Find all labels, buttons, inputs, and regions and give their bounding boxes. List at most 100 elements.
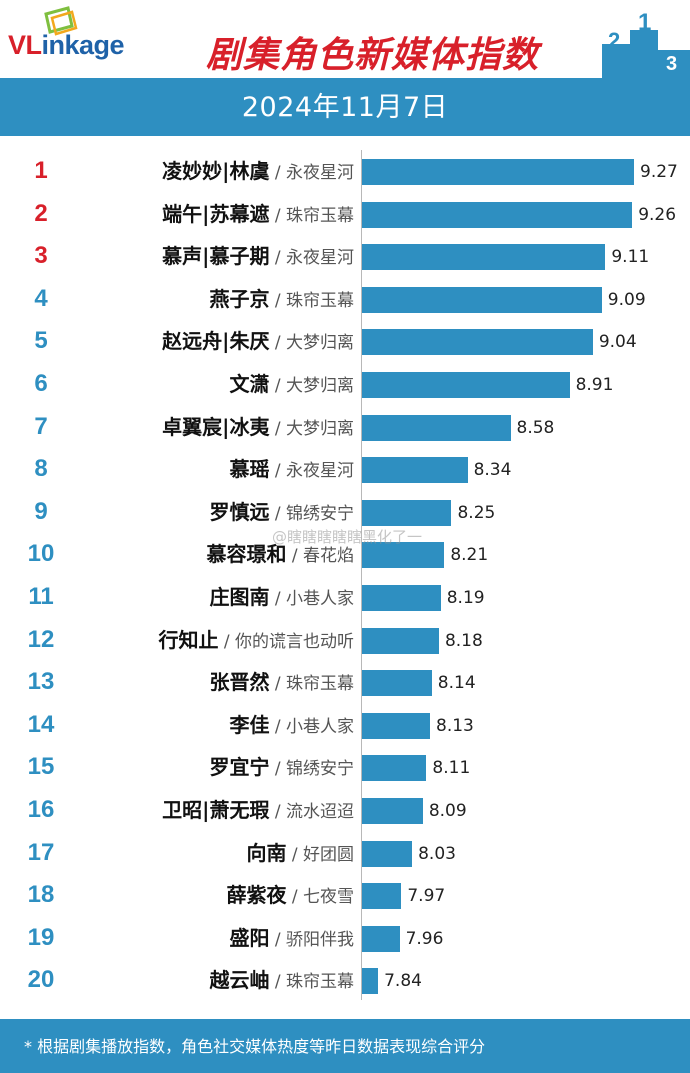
- value-label: 8.25: [457, 502, 496, 523]
- role-name: 慕容璟和: [206, 542, 287, 567]
- category-label: 文潇 / 大梦归离: [229, 363, 354, 407]
- header: VLinkage 剧集角色新媒体指数 2 1 3: [0, 0, 690, 78]
- drama-name: 小巷人家: [286, 716, 354, 737]
- drama-name: 大梦归离: [286, 333, 354, 354]
- label-separator: /: [269, 418, 286, 439]
- date-label: 2024年11月7日: [241, 92, 449, 123]
- label-separator: /: [269, 503, 286, 524]
- value-label: 9.26: [638, 204, 677, 225]
- chart-row: 1 凌妙妙|林虞 / 永夜星河 9.27: [0, 150, 690, 192]
- role-name: 越云岫: [209, 968, 270, 993]
- chart-row: 2 端午|苏幕遮 / 珠帘玉幕 9.26: [0, 193, 690, 235]
- category-label: 行知止 / 你的谎言也动听: [158, 619, 354, 663]
- role-name: 罗宜宁: [209, 755, 270, 780]
- rank-number: 4: [34, 284, 48, 312]
- rank-number: 13: [27, 668, 55, 696]
- label-separator: /: [269, 205, 286, 226]
- label-separator: /: [269, 589, 286, 609]
- bar: [362, 627, 439, 654]
- label-separator: /: [269, 674, 286, 695]
- role-name: 庄图南: [209, 585, 270, 609]
- bar: [362, 798, 423, 824]
- value-label: 8.34: [473, 460, 512, 481]
- category-label: 罗慎远 / 锦绣安宁: [209, 491, 354, 535]
- bar: [362, 414, 511, 441]
- podium-number-2: 2: [608, 28, 620, 53]
- value-label: 8.91: [575, 375, 614, 395]
- rank-number: 11: [28, 583, 54, 610]
- label-separator: /: [269, 163, 286, 183]
- category-label: 罗宜宁 / 锦绣安宁: [209, 746, 354, 790]
- bar: [362, 840, 413, 867]
- drama-name: 珠帘玉幕: [286, 972, 354, 993]
- rank-number: 12: [27, 625, 55, 653]
- rank-number: 5: [34, 327, 48, 355]
- drama-name: 锦绣安宁: [286, 503, 354, 524]
- category-label: 端午|苏幕遮 / 珠帘玉幕: [162, 193, 354, 237]
- role-name: 盛阳: [229, 925, 270, 950]
- bar: [362, 585, 441, 611]
- label-separator: /: [269, 929, 286, 950]
- value-label: 9.27: [640, 162, 678, 182]
- value-label: 8.13: [436, 715, 474, 736]
- chart-row: 17 向南 / 好团圆 8.03: [0, 832, 690, 874]
- category-label: 张晋然 / 珠帘玉幕: [209, 661, 354, 705]
- role-name: 慕瑶: [229, 457, 270, 482]
- category-label: 向南 / 好团圆: [246, 832, 354, 876]
- category-label: 薛紫夜 / 七夜雪: [226, 874, 354, 918]
- role-name: 凌妙妙|林虞: [162, 159, 270, 183]
- value-label: 8.19: [446, 588, 485, 608]
- value-label: 9.09: [607, 289, 646, 310]
- chart-row: 12 行知止 / 你的谎言也动听 8.18: [0, 619, 690, 661]
- chart-row: 15 罗宜宁 / 锦绣安宁 8.11: [0, 746, 690, 788]
- label-separator: /: [218, 631, 235, 652]
- role-name: 薛紫夜: [226, 883, 287, 908]
- value-label: 7.84: [384, 971, 422, 992]
- label-separator: /: [286, 546, 303, 567]
- drama-name: 大梦归离: [286, 376, 354, 396]
- bar: [362, 372, 570, 398]
- drama-name: 小巷人家: [286, 589, 354, 609]
- drama-name: 永夜星河: [286, 248, 354, 269]
- rank-number: 20: [27, 966, 55, 994]
- chart-row: 6 文潇 / 大梦归离 8.91: [0, 363, 690, 405]
- value-label: 8.14: [437, 673, 476, 694]
- role-name: 文潇: [229, 372, 270, 396]
- label-separator: /: [269, 802, 286, 822]
- label-separator: /: [286, 887, 303, 908]
- role-name: 燕子京: [209, 286, 270, 311]
- label-separator: /: [269, 333, 286, 354]
- drama-name: 流水迢迢: [286, 802, 354, 822]
- value-label: 8.21: [450, 545, 489, 566]
- value-label: 7.97: [407, 886, 446, 907]
- podium-number-1: 1: [638, 10, 651, 36]
- value-label: 8.09: [428, 801, 467, 821]
- chart-row: 20 越云岫 / 珠帘玉幕 7.84: [0, 959, 690, 1001]
- rank-number: 19: [27, 923, 55, 951]
- logo-mark-icon: [44, 6, 78, 36]
- category-label: 庄图南 / 小巷人家: [209, 576, 354, 620]
- chart-row: 19 盛阳 / 骄阳伴我 7.96: [0, 917, 690, 959]
- role-name: 慕声|慕子期: [162, 244, 270, 269]
- role-name: 向南: [246, 840, 287, 865]
- label-separator: /: [269, 290, 286, 311]
- value-label: 8.18: [444, 630, 483, 651]
- drama-name: 珠帘玉幕: [286, 674, 354, 695]
- chart-row: 18 薛紫夜 / 七夜雪 7.97: [0, 874, 690, 916]
- value-label: 9.11: [611, 247, 650, 268]
- chart-row: 7 卓翼宸|冰夷 / 大梦归离 8.58: [0, 406, 690, 448]
- page-title: 剧集角色新媒体指数: [206, 35, 540, 76]
- rank-number: 17: [27, 838, 55, 866]
- drama-name: 春花焰: [303, 546, 354, 567]
- logo-text: VLinkage: [8, 30, 125, 61]
- value-label: 7.96: [405, 928, 444, 949]
- chart-row: 14 李佳 / 小巷人家 8.13: [0, 704, 690, 746]
- bar-chart: 1 凌妙妙|林虞 / 永夜星河 9.27 2 端午|苏幕遮 / 珠帘玉幕 9.26 3 慕声|…: [0, 136, 690, 1016]
- chart-row: 4 燕子京 / 珠帘玉幕 9.09: [0, 278, 690, 320]
- label-separator: /: [269, 972, 286, 993]
- value-label: 8.58: [516, 417, 555, 438]
- drama-name: 好团圆: [303, 844, 354, 865]
- rank-number: 15: [27, 753, 55, 781]
- value-label: 8.03: [418, 843, 456, 864]
- category-label: 盛阳 / 骄阳伴我: [229, 917, 354, 961]
